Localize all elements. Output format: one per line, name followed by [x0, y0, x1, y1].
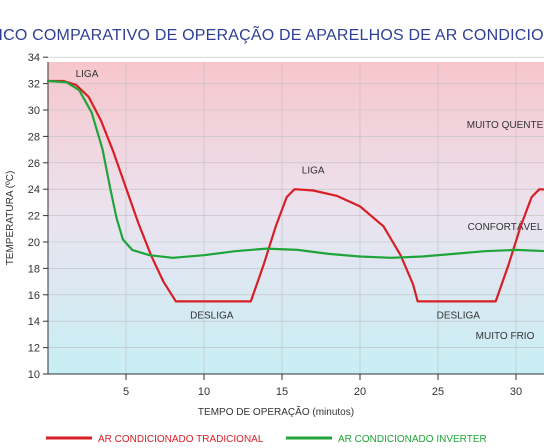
y-tick-label: 22 — [28, 211, 40, 223]
x-tick-label: 20 — [354, 386, 366, 398]
y-tick-label: 10 — [28, 369, 40, 381]
series-line-inverter — [46, 79, 544, 259]
plot-background — [48, 62, 544, 374]
y-tick-label: 12 — [28, 343, 40, 355]
zone-label-cold: MUITO FRIO — [476, 331, 535, 342]
x-tick-label: 30 — [510, 386, 522, 398]
annotation-desliga: DESLIGA — [437, 311, 481, 322]
x-axis-ticks: 51015202530354045505560657075 — [123, 374, 522, 398]
x-tick-label: 25 — [432, 386, 444, 398]
y-tick-label: 20 — [28, 237, 40, 249]
y-tick-label: 18 — [28, 263, 40, 275]
y-tick-label: 24 — [28, 184, 40, 196]
series-line-traditional — [46, 79, 544, 303]
annotation-layer: LIGALIGALIGALIGALIGADESLIGADESLIGADESLIG… — [76, 69, 481, 322]
chart-title: GRÁFICO COMPARATIVO DE OPERAÇÃO DE APARE… — [0, 24, 544, 44]
x-tick-label: 15 — [276, 386, 288, 398]
annotation-liga: LIGA — [76, 69, 99, 80]
x-axis-title: TEMPO DE OPERAÇÃO (minutos) — [198, 405, 354, 418]
y-tick-label: 28 — [28, 131, 40, 143]
y-axis-ticks: 10 12 14 16 18 20 22 24 26 28 30 32 34 — [28, 52, 48, 381]
x-tick-label: 5 — [123, 386, 129, 398]
legend-label-traditional: AR CONDICIONADO TRADICIONAL — [98, 434, 264, 445]
y-tick-label: 32 — [28, 79, 40, 91]
y-tick-label: 16 — [28, 290, 40, 302]
y-tick-label: 14 — [28, 316, 40, 328]
y-tick-label: 30 — [28, 105, 40, 117]
grid-lines — [48, 56, 544, 374]
legend: AR CONDICIONADO TRADICIONAL AR CONDICION… — [46, 434, 487, 445]
zone-label-comfort: CONFORTÁVEL — [468, 220, 543, 233]
y-axis-title: TEMPERATURA (ºC) — [5, 171, 16, 266]
legend-label-inverter: AR CONDICIONADO INVERTER — [338, 434, 487, 445]
zone-label-hot: MUITO QUENTE — [467, 120, 544, 131]
x-tick-label: 10 — [198, 386, 210, 398]
annotation-desliga: DESLIGA — [190, 311, 234, 322]
series-layer — [46, 79, 544, 303]
annotation-liga: LIGA — [302, 165, 325, 176]
y-tick-label: 26 — [28, 158, 40, 170]
y-tick-label: 34 — [28, 52, 40, 64]
